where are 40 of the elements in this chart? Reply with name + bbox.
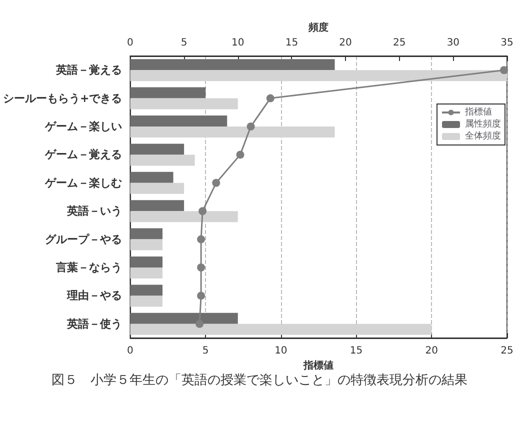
point <box>236 150 244 159</box>
point <box>198 207 207 216</box>
y-tick-label: 英語－覚える <box>55 64 122 77</box>
x-tick-label: 15 <box>350 346 363 356</box>
x2-tick-label: 20 <box>339 38 352 48</box>
point <box>197 292 206 300</box>
x2-tick-label: 25 <box>392 38 406 48</box>
x-tick-label: 25 <box>500 346 514 356</box>
caption: 図５ 小学５年生の「英語の授業で楽しいこと」の特徴表現分析の結果 <box>52 373 468 388</box>
point <box>212 178 220 187</box>
x-axis-title: 指標値 <box>302 359 334 372</box>
x2-tick-label: 15 <box>285 38 298 48</box>
x2-tick-label: 35 <box>500 38 514 48</box>
point <box>197 235 206 244</box>
y-tick-label: ゲーム－覚える <box>44 148 122 162</box>
x-tick-label: 5 <box>202 346 209 356</box>
y-tick-label: ゲーム－楽しむ <box>44 176 122 190</box>
x2-tick-label: 5 <box>180 38 188 48</box>
x-tick-label: 20 <box>425 346 438 356</box>
x2-tick-label: 30 <box>446 38 460 48</box>
y-tick-label: グループ－やる <box>45 232 122 246</box>
y-tick-label: 英語－使う <box>66 317 122 330</box>
legend-label: 指標値 <box>464 106 492 118</box>
y-tick-label: 英語－いう <box>66 204 122 218</box>
x-tick-label: 0 <box>127 346 134 356</box>
y-tick-label: ゲーム－楽しい <box>44 120 122 133</box>
point <box>197 264 206 272</box>
point <box>266 94 274 102</box>
x2-axis-title: 頻度 <box>308 22 329 34</box>
legend-label: 全体頻度 <box>465 130 501 142</box>
point <box>500 66 508 74</box>
x2-tick-label: 10 <box>232 38 244 48</box>
x2-tick-label: 0 <box>127 38 134 48</box>
y-tick-label: シールーもらう+できる <box>3 92 122 105</box>
legend-label: 属性頻度 <box>465 118 501 130</box>
y-tick-label: 理由－やる <box>66 289 122 302</box>
x-tick-label: 10 <box>274 346 288 356</box>
point <box>196 320 204 328</box>
point <box>246 122 255 130</box>
y-tick-label: 言葉－ならう <box>55 261 122 274</box>
